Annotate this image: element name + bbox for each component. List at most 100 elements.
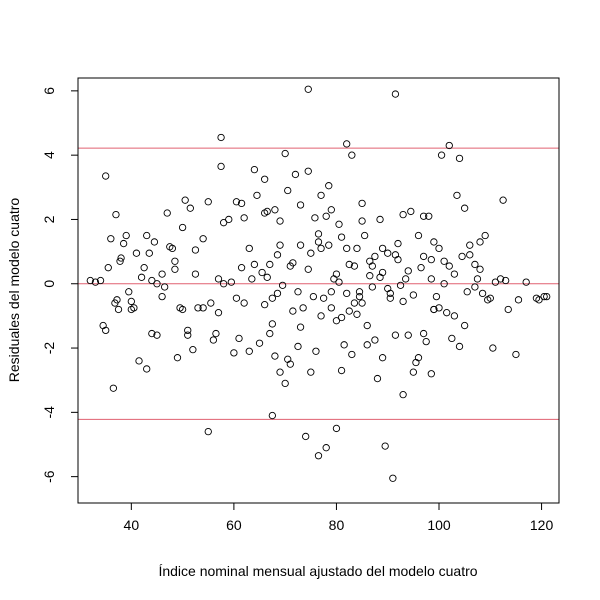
data-point <box>263 273 271 281</box>
data-point <box>343 289 351 298</box>
data-point <box>291 170 300 179</box>
data-point <box>399 210 407 219</box>
data-point <box>522 278 530 286</box>
data-point <box>304 85 312 93</box>
x-tick-label: 100 <box>427 517 451 533</box>
data-point <box>317 244 325 253</box>
data-point <box>317 191 325 199</box>
data-point <box>158 292 166 301</box>
data-point <box>191 246 200 254</box>
data-point <box>358 217 366 225</box>
data-point <box>350 299 359 307</box>
plot-area-border <box>77 77 560 504</box>
data-point <box>273 251 282 259</box>
data-point <box>399 391 407 399</box>
data-points <box>86 85 551 482</box>
data-point <box>302 432 310 441</box>
data-point <box>137 273 146 281</box>
data-point <box>266 329 274 338</box>
data-point <box>209 336 218 344</box>
data-point <box>113 296 121 304</box>
data-point <box>296 323 305 331</box>
data-point <box>325 182 333 190</box>
data-point <box>353 244 361 253</box>
data-point <box>178 305 187 314</box>
data-point <box>332 424 341 433</box>
data-point <box>263 207 271 216</box>
data-point <box>478 289 487 298</box>
data-point <box>371 252 379 261</box>
data-point <box>319 294 328 302</box>
data-point <box>276 368 284 376</box>
data-point <box>373 374 382 383</box>
data-point <box>491 278 500 286</box>
data-point <box>114 305 123 314</box>
data-point <box>489 344 497 352</box>
data-point <box>127 297 135 306</box>
data-point <box>158 270 166 278</box>
data-point <box>407 207 415 216</box>
data-point <box>435 304 443 312</box>
data-point <box>171 257 179 265</box>
data-point <box>327 206 335 214</box>
data-point <box>178 223 187 232</box>
data-point <box>143 231 151 240</box>
data-point <box>235 334 243 343</box>
data-point <box>404 267 412 275</box>
y-tick-label: 4 <box>41 151 57 159</box>
data-point <box>163 209 171 217</box>
data-point <box>376 215 384 224</box>
data-point <box>437 151 446 159</box>
data-point <box>284 186 292 195</box>
x-tick-label: 40 <box>124 517 140 533</box>
data-point <box>186 204 194 212</box>
data-point <box>427 275 435 283</box>
data-point <box>232 294 241 302</box>
data-point <box>204 427 212 436</box>
data-point <box>255 339 264 347</box>
data-point <box>427 255 435 264</box>
data-point <box>427 370 435 378</box>
data-point <box>381 442 389 450</box>
data-point <box>481 231 489 240</box>
data-point <box>417 264 425 272</box>
data-point <box>399 297 407 306</box>
data-point <box>271 352 279 360</box>
data-point <box>184 331 192 339</box>
data-point <box>463 288 471 296</box>
data-point <box>278 281 287 290</box>
data-point <box>378 244 387 253</box>
data-point <box>512 350 520 359</box>
data-point <box>225 215 233 224</box>
y-tick-label: -4 <box>41 406 57 419</box>
data-point <box>455 342 464 351</box>
data-point <box>214 309 223 317</box>
data-point <box>332 317 341 325</box>
data-point <box>396 281 405 290</box>
data-point <box>294 342 302 351</box>
data-point <box>337 313 346 322</box>
x-tick-label: 120 <box>530 517 554 533</box>
data-point <box>309 292 318 301</box>
data-point <box>402 275 410 283</box>
y-tick-label: -6 <box>41 470 57 483</box>
data-point <box>345 260 353 269</box>
data-point <box>384 284 392 293</box>
data-point <box>266 260 274 269</box>
data-point <box>161 283 169 291</box>
data-point <box>250 260 259 269</box>
data-point <box>212 329 220 338</box>
data-point <box>355 292 364 301</box>
y-tick-label: 6 <box>41 87 57 95</box>
data-point <box>430 238 438 246</box>
data-point <box>314 452 323 460</box>
reference-lines <box>78 147 559 420</box>
data-point <box>268 411 276 420</box>
data-point <box>314 230 323 238</box>
data-point <box>445 262 453 270</box>
data-point <box>476 238 484 246</box>
data-point <box>116 257 124 265</box>
x-tick-label: 60 <box>226 517 242 533</box>
data-point <box>245 244 253 253</box>
